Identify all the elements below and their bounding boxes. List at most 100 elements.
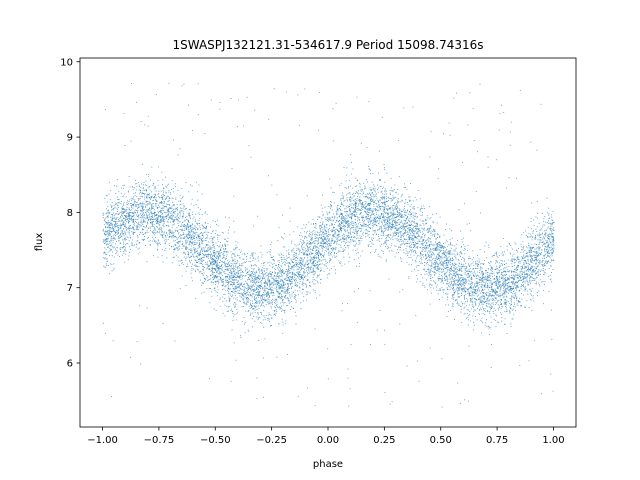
data-point bbox=[234, 283, 236, 285]
data-point bbox=[465, 279, 467, 281]
data-point bbox=[109, 241, 111, 243]
data-point bbox=[333, 254, 335, 256]
data-point bbox=[266, 295, 268, 297]
data-point bbox=[222, 262, 224, 263]
data-point bbox=[162, 179, 164, 181]
data-point bbox=[108, 193, 110, 195]
data-point bbox=[133, 228, 135, 230]
data-point bbox=[165, 198, 167, 199]
data-point bbox=[514, 242, 516, 244]
data-point bbox=[482, 291, 484, 293]
data-point bbox=[196, 181, 197, 183]
data-point bbox=[442, 262, 444, 264]
data-point bbox=[143, 221, 145, 223]
data-point bbox=[233, 276, 235, 278]
data-point bbox=[459, 251, 461, 253]
data-point bbox=[320, 228, 322, 230]
data-point bbox=[355, 249, 357, 251]
data-point bbox=[442, 269, 444, 271]
data-point bbox=[415, 261, 417, 263]
data-point bbox=[448, 256, 450, 258]
data-point bbox=[457, 301, 459, 303]
data-point bbox=[529, 249, 531, 251]
data-point bbox=[214, 268, 216, 270]
data-point bbox=[425, 263, 427, 265]
data-point bbox=[266, 294, 268, 296]
data-point bbox=[182, 246, 184, 248]
data-point bbox=[254, 271, 256, 273]
data-point bbox=[520, 266, 522, 268]
data-point bbox=[386, 240, 388, 242]
data-point bbox=[386, 217, 388, 218]
data-point bbox=[116, 246, 118, 248]
data-point bbox=[136, 201, 138, 203]
data-point bbox=[382, 217, 384, 219]
data-point bbox=[265, 272, 267, 273]
data-point bbox=[431, 253, 433, 255]
data-point bbox=[102, 257, 104, 259]
data-point bbox=[520, 251, 522, 253]
data-point bbox=[492, 289, 494, 291]
data-point bbox=[553, 230, 555, 231]
data-point bbox=[344, 228, 346, 230]
data-point bbox=[327, 231, 329, 233]
data-point bbox=[310, 236, 312, 238]
data-point bbox=[462, 290, 464, 292]
data-point bbox=[294, 285, 296, 287]
data-point bbox=[368, 219, 370, 221]
data-point bbox=[482, 274, 484, 276]
data-point bbox=[113, 263, 115, 265]
data-point bbox=[177, 154, 179, 156]
data-point bbox=[161, 203, 162, 204]
data-point bbox=[409, 214, 411, 216]
data-point bbox=[286, 290, 288, 292]
data-point bbox=[235, 247, 237, 249]
data-point bbox=[336, 213, 337, 215]
data-point bbox=[135, 243, 137, 245]
data-point bbox=[115, 224, 117, 226]
data-point bbox=[531, 287, 533, 289]
data-point bbox=[304, 283, 306, 285]
data-point bbox=[190, 184, 191, 186]
data-point bbox=[281, 290, 283, 291]
data-point bbox=[550, 373, 552, 375]
data-point bbox=[460, 277, 462, 279]
data-point bbox=[303, 242, 305, 244]
data-point bbox=[221, 280, 223, 282]
data-point bbox=[467, 314, 469, 316]
data-point bbox=[477, 308, 478, 310]
data-point bbox=[509, 308, 511, 310]
data-point bbox=[158, 227, 160, 229]
data-point bbox=[336, 236, 338, 238]
data-point bbox=[544, 254, 546, 256]
data-point bbox=[311, 264, 313, 266]
data-point bbox=[106, 233, 108, 235]
data-point bbox=[344, 226, 346, 228]
data-point bbox=[416, 238, 418, 239]
data-point bbox=[452, 294, 454, 296]
data-point bbox=[308, 270, 310, 272]
data-point bbox=[257, 312, 258, 314]
data-point bbox=[108, 240, 110, 242]
data-point bbox=[363, 192, 364, 194]
data-point bbox=[262, 294, 263, 296]
data-point bbox=[354, 227, 356, 229]
data-point bbox=[200, 237, 202, 239]
data-point bbox=[251, 273, 252, 275]
data-point bbox=[400, 258, 402, 260]
data-point bbox=[307, 291, 309, 293]
data-point bbox=[246, 256, 247, 257]
data-point bbox=[438, 244, 440, 246]
data-point bbox=[520, 305, 522, 307]
data-point bbox=[394, 220, 396, 222]
data-point bbox=[347, 241, 349, 243]
data-point bbox=[315, 247, 317, 249]
data-point bbox=[313, 242, 315, 244]
data-point bbox=[226, 310, 228, 312]
data-point bbox=[495, 297, 497, 299]
data-point bbox=[458, 296, 460, 298]
data-point bbox=[534, 279, 536, 281]
data-point bbox=[384, 201, 386, 203]
data-point bbox=[496, 272, 498, 274]
data-point bbox=[524, 277, 526, 279]
